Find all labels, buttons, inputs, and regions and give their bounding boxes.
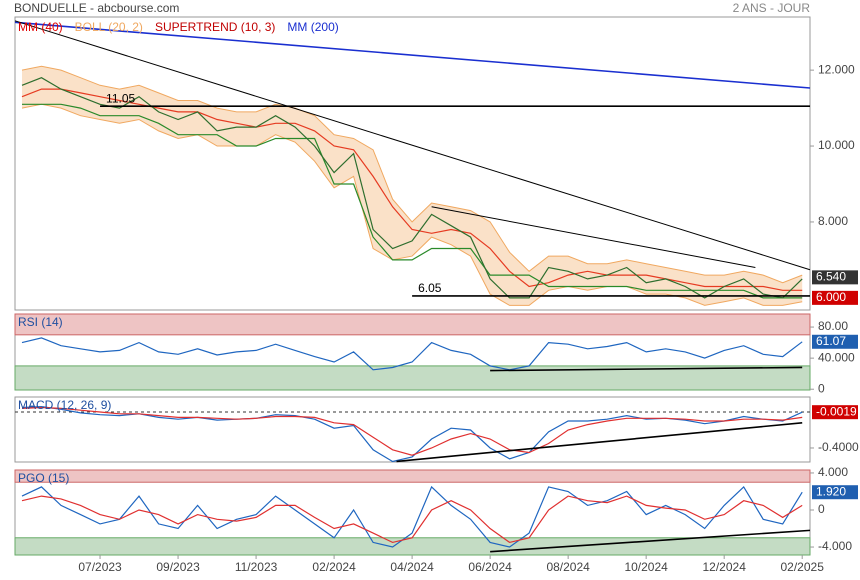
oversold-zone — [14, 365, 811, 391]
y-tick-label: 8.000 — [818, 214, 848, 228]
y-tick-label: 0 — [818, 381, 825, 395]
bollinger-band — [22, 66, 803, 306]
value-badge-label: 1.920 — [816, 484, 846, 498]
panel-title: MACD (12, 26, 9) — [18, 398, 111, 412]
y-tick-label: -0.4000 — [818, 440, 859, 454]
chart-title: BONDUELLE - abcbourse.com — [14, 1, 179, 15]
x-tick-label: 02/2024 — [312, 560, 356, 574]
y-tick-label: 0 — [818, 502, 825, 516]
chart-subtitle: 2 ANS - JOUR — [733, 1, 811, 15]
value-badge — [812, 290, 858, 305]
panel — [14, 16, 811, 311]
legend-entry: MM (40) — [18, 20, 63, 34]
legend-entry: SUPERTREND (10, 3) — [155, 20, 275, 34]
x-tick-label: 04/2024 — [390, 560, 434, 574]
value-badge — [812, 485, 858, 500]
x-tick-label: 08/2024 — [546, 560, 590, 574]
x-tick-label: 10/2024 — [624, 560, 668, 574]
x-tick-label: 12/2024 — [702, 560, 746, 574]
panel-title: RSI (14) — [18, 315, 63, 329]
x-tick-label: 06/2024 — [468, 560, 512, 574]
level-label: 6.05 — [418, 281, 442, 295]
trendline — [490, 366, 803, 372]
value-badge — [812, 405, 858, 420]
value-badge-label: 6.000 — [816, 290, 846, 304]
trendline — [431, 206, 756, 268]
trendline — [490, 529, 811, 553]
series-line — [22, 103, 803, 299]
overbought-zone — [14, 313, 811, 336]
y-tick-label: 40.000 — [818, 350, 855, 364]
x-tick-label: 07/2023 — [78, 560, 122, 574]
x-tick-label: 09/2023 — [156, 560, 200, 574]
legend-entry: BOLL (20, 2) — [75, 20, 143, 34]
oversold-zone — [14, 537, 811, 556]
series-line — [21, 406, 803, 456]
x-tick-label: 02/2025 — [781, 560, 825, 574]
trendline — [14, 20, 811, 271]
series-line — [14, 21, 811, 89]
series-line — [21, 337, 803, 371]
y-tick-label: 10.000 — [818, 138, 855, 152]
series-line — [21, 495, 803, 544]
overbought-zone — [14, 469, 811, 483]
value-badge-label: 6.540 — [816, 270, 846, 284]
value-badge — [812, 334, 858, 349]
bollinger-upper — [21, 65, 803, 284]
panel-title: PGO (15) — [18, 471, 69, 485]
y-tick-label: 4.000 — [818, 465, 848, 479]
y-tick-label: 80.00 — [818, 319, 848, 333]
value-badge — [812, 270, 858, 285]
legend-entry: MM (200) — [287, 20, 338, 34]
level-label: 11.05 — [106, 91, 135, 105]
y-tick-label: 12.000 — [818, 62, 855, 76]
x-tick-label: 11/2023 — [235, 560, 278, 574]
y-tick-label: -4.000 — [818, 539, 852, 553]
value-badge-label: -0.0019 — [816, 404, 857, 418]
panel — [14, 396, 811, 463]
value-badge-label: 61.07 — [816, 334, 846, 348]
trendline — [396, 422, 803, 463]
